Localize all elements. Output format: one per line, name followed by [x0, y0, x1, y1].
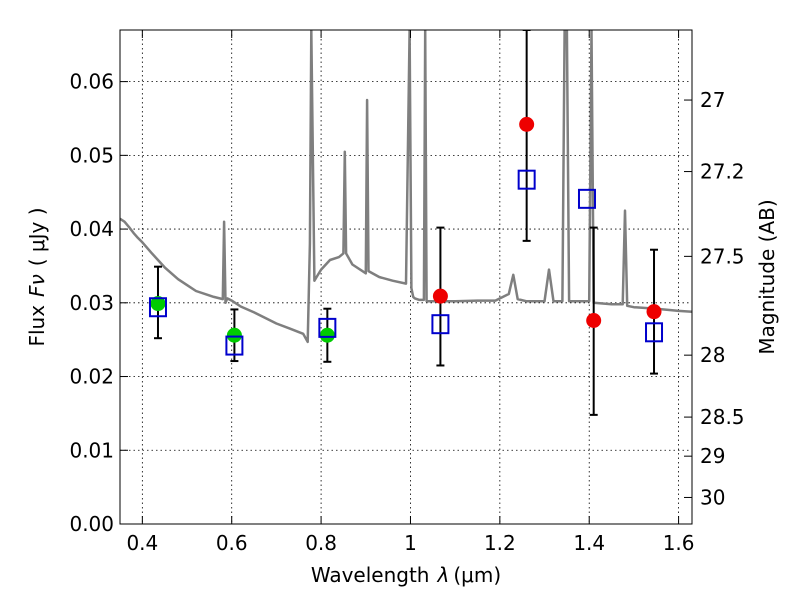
y-tick-label: 0.04	[69, 217, 114, 241]
model-spectrum-line	[120, 30, 692, 344]
model-flux-square	[225, 335, 244, 356]
y-tick-label: 0.06	[69, 70, 114, 94]
plot-frame	[119, 29, 693, 525]
model-flux-square	[645, 322, 664, 343]
x-tick-label: 0.6	[216, 531, 248, 555]
right-tick-label: 29	[700, 444, 725, 468]
model-flux-square	[318, 317, 337, 338]
right-tick-label: 27	[700, 88, 725, 112]
y-tick-label: 0.03	[69, 291, 114, 315]
model-flux-square	[148, 297, 167, 318]
observed-flux-point	[150, 296, 166, 312]
right-tick-label: 27.2	[700, 160, 745, 184]
y-tick-label: 0.02	[69, 365, 114, 389]
x-tick-labels: 0.4 0.6 0.8 1 1.2 1.4 1.6	[126, 531, 694, 555]
model-flux-square	[517, 169, 536, 190]
right-tick-label: 28.5	[700, 405, 745, 429]
observed-flux-point	[586, 313, 602, 329]
model-flux-square	[431, 314, 450, 335]
model-flux-square	[577, 188, 596, 209]
y-tick-label: 0.00	[69, 512, 114, 536]
y-axis-label: FluxFν( μJy )	[25, 207, 49, 346]
y-tick-label: 0.05	[69, 143, 114, 167]
right-axis-label: Magnitude (AB)	[755, 199, 779, 354]
observed-flux-point	[319, 327, 335, 343]
x-tick-label: 1	[404, 531, 417, 555]
y-tick-labels: 0.00 0.01 0.02 0.03 0.04 0.05 0.06	[69, 70, 114, 536]
x-tick-label: 1.6	[663, 531, 695, 555]
x-tick-label: 1.2	[484, 531, 516, 555]
observed-flux-point	[226, 327, 242, 343]
right-tick-labels: 27 27.2 27.5 28 28.5 29 30	[700, 88, 745, 509]
y-tick-label: 0.01	[69, 438, 114, 462]
right-tick-label: 28	[700, 343, 725, 367]
observed-flux-point	[432, 288, 448, 304]
observed-flux-point	[646, 304, 662, 320]
x-tick-label: 0.4	[126, 531, 158, 555]
data-markers	[148, 116, 664, 356]
right-tick-label: 27.5	[700, 244, 745, 268]
axis-ticks	[120, 30, 692, 525]
x-tick-label: 1.4	[573, 531, 605, 555]
x-axis-label: Wavelength λ (μm)	[311, 563, 501, 587]
x-tick-label: 0.8	[305, 531, 337, 555]
plot-area	[120, 30, 692, 416]
observed-flux-point	[519, 116, 535, 132]
right-tick-label: 30	[700, 485, 725, 509]
